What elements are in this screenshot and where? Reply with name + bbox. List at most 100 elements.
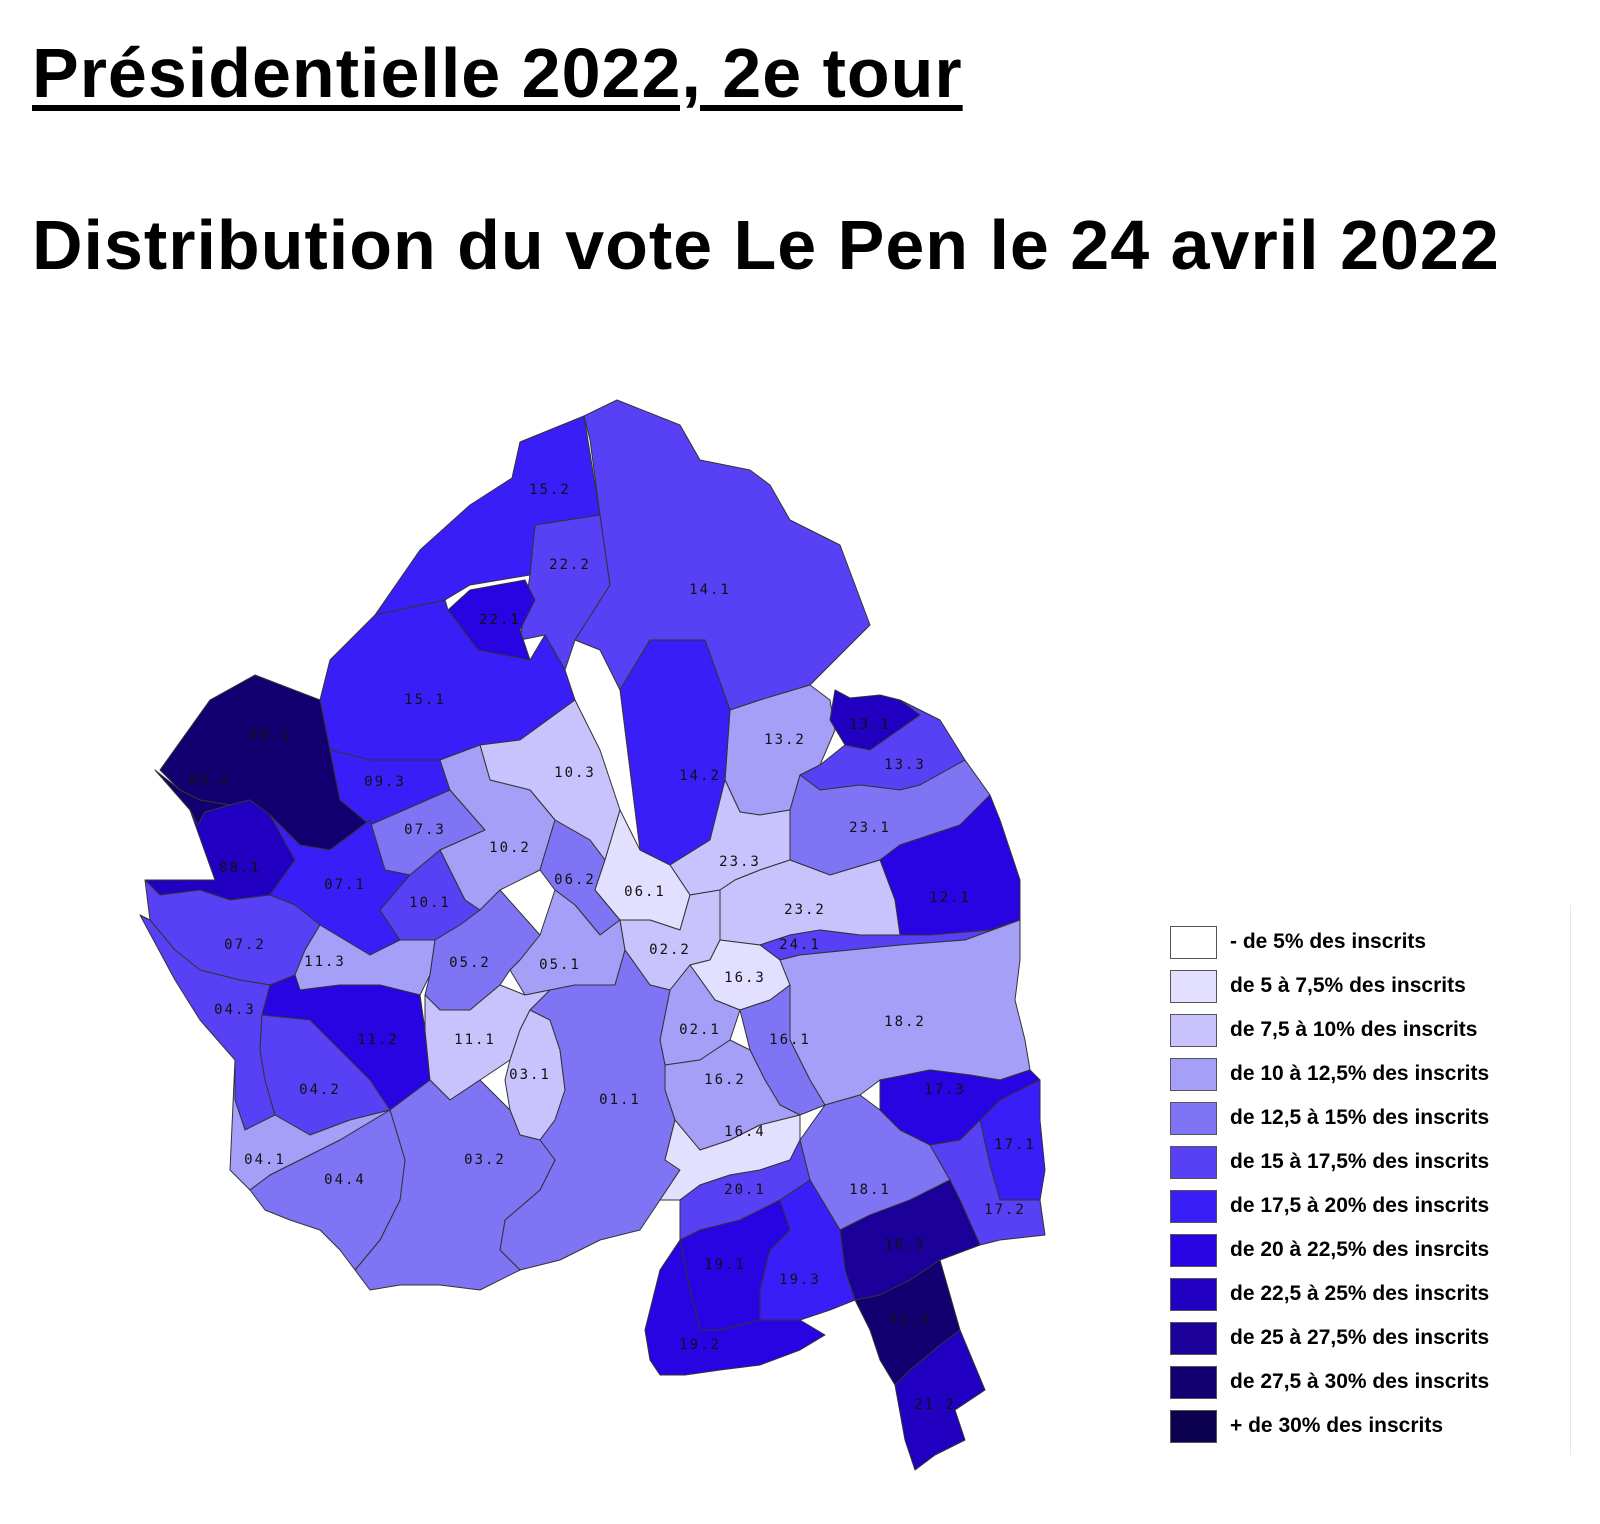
- legend-swatch: [1170, 1058, 1217, 1091]
- district-label: 03.2: [464, 1152, 506, 1168]
- district-label: 11.2: [357, 1032, 399, 1048]
- district-label: 14.2: [679, 768, 721, 784]
- district-label: 03.1: [509, 1067, 551, 1083]
- legend-label: de 20 à 22,5% des insrcits: [1230, 1238, 1490, 1261]
- district-label: 13.1: [849, 717, 891, 733]
- legend-swatch: [1170, 1102, 1217, 1135]
- district-label: 11.3: [304, 954, 346, 970]
- district-04-4: [249, 1109, 406, 1271]
- legend-label: de 12,5 à 15% des inscrits: [1230, 1106, 1490, 1129]
- district-label: 07.2: [224, 937, 266, 953]
- legend-swatch: [1170, 1366, 1217, 1399]
- district-19-2: [644, 1239, 826, 1376]
- district-label: 10.3: [554, 765, 596, 781]
- district-label: 05.1: [539, 957, 581, 973]
- legend-label: de 15 à 17,5% des inscrits: [1230, 1150, 1490, 1173]
- legend-item: de 25 à 27,5% des inscrits: [1170, 1322, 1570, 1366]
- district-label: 16.3: [724, 970, 766, 986]
- district-label: 18.2: [884, 1014, 926, 1030]
- district-label: 09.1: [249, 727, 291, 743]
- legend-item: de 12,5 à 15% des inscrits: [1170, 1102, 1570, 1146]
- district-label: 16.1: [769, 1032, 811, 1048]
- district-label: 18.1: [849, 1182, 891, 1198]
- district-label: 13.3: [884, 757, 926, 773]
- legend-label: de 25 à 27,5% des inscrits: [1230, 1326, 1490, 1349]
- legend-item: de 20 à 22,5% des insrcits: [1170, 1234, 1570, 1278]
- legend-label: de 5 à 7,5% des inscrits: [1230, 974, 1466, 997]
- legend-item: de 15 à 17,5% des inscrits: [1170, 1146, 1570, 1190]
- district-label: 21.1: [889, 1312, 931, 1328]
- district-19-3: [759, 1179, 856, 1321]
- district-label: 22.2: [549, 557, 591, 573]
- district-label: 04.2: [299, 1082, 341, 1098]
- district-label: 13.2: [764, 732, 806, 748]
- legend-swatch: [1170, 1278, 1217, 1311]
- district-label: 15.1: [404, 692, 446, 708]
- district-label: 17.3: [924, 1082, 966, 1098]
- district-label: 06.1: [624, 884, 666, 900]
- district-label: 23.1: [849, 820, 891, 836]
- legend-swatch: [1170, 1190, 1217, 1223]
- district-label: 05.2: [449, 955, 491, 971]
- legend-swatch: [1170, 970, 1217, 1003]
- district-label: 10.1: [409, 895, 451, 911]
- map-legend: - de 5% des inscrits de 5 à 7,5% des ins…: [1170, 926, 1570, 1454]
- district-label: 17.2: [984, 1202, 1026, 1218]
- legend-swatch: [1170, 926, 1217, 959]
- district-21-2: [894, 1329, 986, 1471]
- district-label: 20.1: [724, 1182, 766, 1198]
- legend-label: de 10 à 12,5% des inscrits: [1230, 1062, 1490, 1085]
- legend-item: + de 30% des inscrits: [1170, 1410, 1570, 1454]
- district-label: 11.1: [454, 1032, 496, 1048]
- district-label: 07.3: [404, 822, 446, 838]
- district-label: 12.1: [929, 890, 971, 906]
- district-label: 17.1: [994, 1137, 1036, 1153]
- district-label: 23.2: [784, 902, 826, 918]
- legend-label: - de 5% des inscrits: [1230, 930, 1427, 953]
- district-label: 19.2: [679, 1337, 721, 1353]
- district-label: 09.2: [189, 772, 231, 788]
- district-label: 09.3: [364, 774, 406, 790]
- district-label: 02.1: [679, 1022, 721, 1038]
- legend-label: de 17,5 à 20% des inscrits: [1230, 1194, 1490, 1217]
- legend-item: de 17,5 à 20% des inscrits: [1170, 1190, 1570, 1234]
- legend-label: + de 30% des inscrits: [1230, 1414, 1444, 1437]
- district-label: 06.2: [554, 872, 596, 888]
- district-label: 16.4: [724, 1124, 766, 1140]
- district-label: 18.3: [884, 1237, 926, 1253]
- legend-swatch: [1170, 1234, 1217, 1267]
- legend-label: de 22,5 à 25% des inscrits: [1230, 1282, 1490, 1305]
- district-label: 23.3: [719, 854, 761, 870]
- district-14-1: [574, 399, 871, 711]
- district-label: 04.3: [214, 1002, 256, 1018]
- district-label: 14.1: [689, 582, 731, 598]
- district-01-1: [499, 949, 681, 1271]
- district-label: 21.2: [914, 1397, 956, 1413]
- district-label: 01.1: [599, 1092, 641, 1108]
- legend-label: de 27,5 à 30% des inscrits: [1230, 1370, 1490, 1393]
- legend-item: de 10 à 12,5% des inscrits: [1170, 1058, 1570, 1102]
- district-label: 07.1: [324, 877, 366, 893]
- district-label: 24.1: [779, 937, 821, 953]
- legend-item: de 22,5 à 25% des inscrits: [1170, 1278, 1570, 1322]
- map-subtitle: Distribution du vote Le Pen le 24 avril …: [32, 206, 1500, 284]
- district-label: 04.1: [244, 1152, 286, 1168]
- district-label: 19.3: [779, 1272, 821, 1288]
- district-label: 22.1: [479, 612, 521, 628]
- district-label: 19.1: [704, 1257, 746, 1273]
- district-label: 02.2: [649, 942, 691, 958]
- district-label: 08.1: [219, 860, 261, 876]
- district-label: 15.2: [529, 482, 571, 498]
- legend-label: de 7,5 à 10% des inscrits: [1230, 1018, 1478, 1041]
- legend-item: - de 5% des inscrits: [1170, 926, 1570, 970]
- legend-swatch: [1170, 1014, 1217, 1047]
- legend-item: de 5 à 7,5% des inscrits: [1170, 970, 1570, 1014]
- legend-swatch: [1170, 1146, 1217, 1179]
- district-label: 04.4: [324, 1172, 366, 1188]
- map-title: Présidentielle 2022, 2e tour: [32, 34, 963, 112]
- legend-swatch: [1170, 1322, 1217, 1355]
- district-label: 10.2: [489, 840, 531, 856]
- legend-swatch: [1170, 1410, 1217, 1443]
- district-label: 16.2: [704, 1072, 746, 1088]
